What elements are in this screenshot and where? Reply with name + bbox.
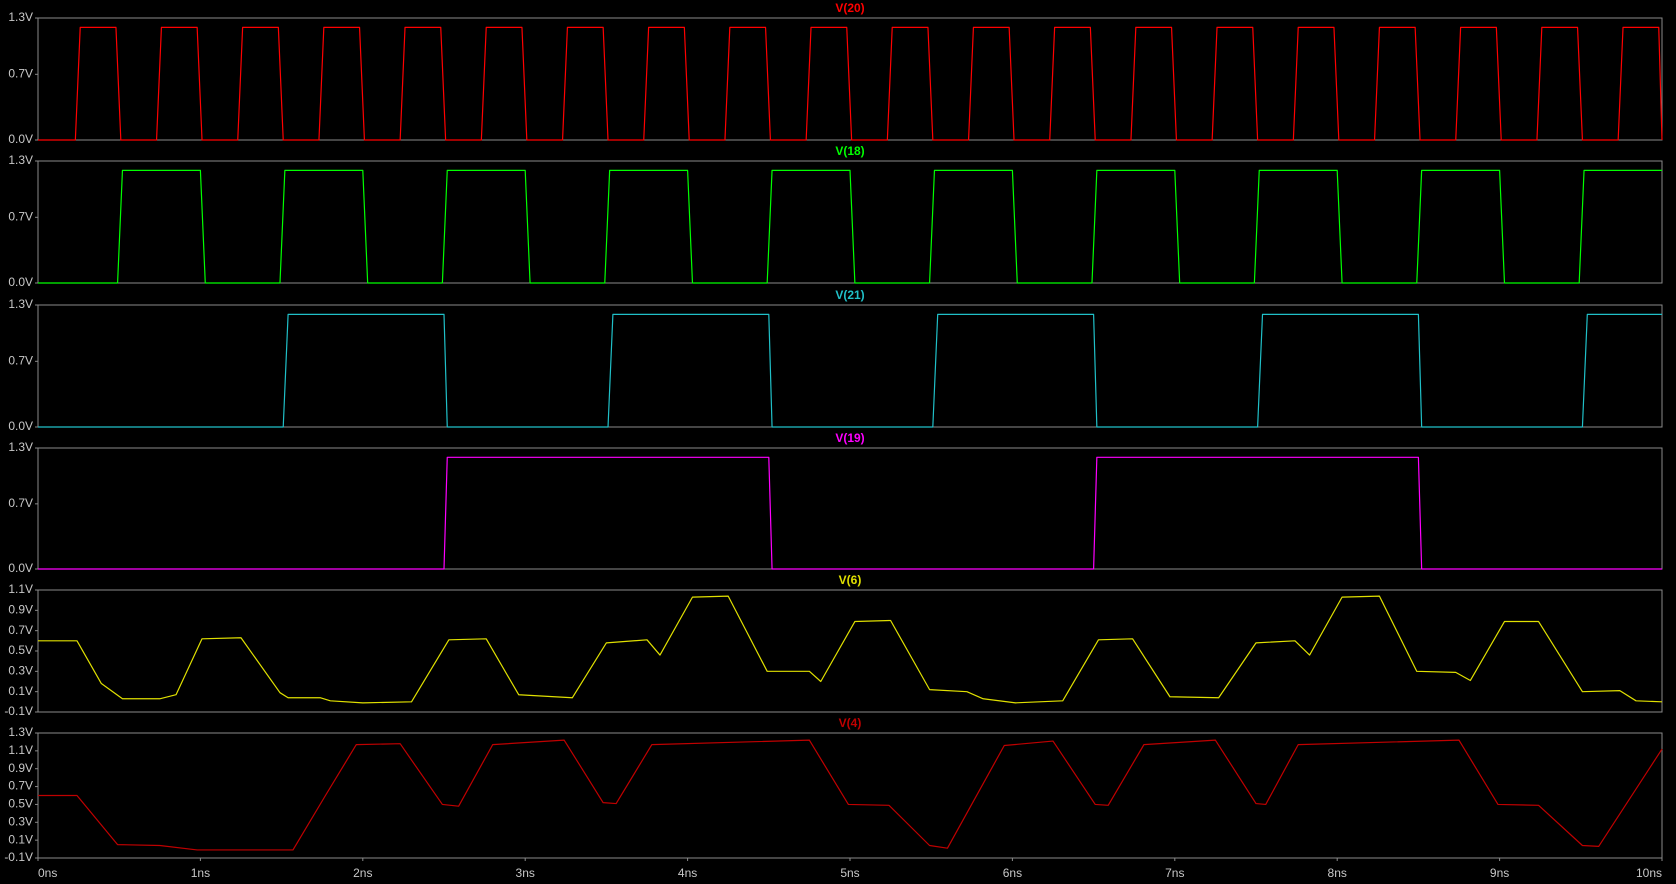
- trace-title: V(20): [835, 1, 864, 15]
- x-tick-label: 6ns: [1003, 866, 1022, 880]
- x-tick-label: 8ns: [1328, 866, 1347, 880]
- y-tick-label: 1.3V: [8, 440, 33, 454]
- y-tick-label: 0.7V: [8, 623, 33, 637]
- y-tick-label: -0.1V: [4, 850, 33, 864]
- trace: [38, 26, 1663, 141]
- plot-frame: [37, 17, 1663, 141]
- y-tick-label: 1.1V: [8, 743, 33, 757]
- trace: [38, 169, 1662, 284]
- y-tick-label: 0.7V: [8, 496, 33, 510]
- x-tick-label: 9ns: [1490, 866, 1509, 880]
- x-tick-label: 10ns: [1636, 866, 1662, 880]
- trace-title: V(18): [835, 144, 864, 158]
- y-tick-label: 0.9V: [8, 603, 33, 617]
- trace-title: V(19): [835, 431, 864, 445]
- trace-title: V(21): [835, 288, 864, 302]
- x-tick-label: 5ns: [840, 866, 859, 880]
- trace-title: V(6): [839, 573, 862, 587]
- y-tick-label: 0.0V: [8, 561, 33, 575]
- trace: [38, 456, 1662, 570]
- y-tick-label: 1.3V: [8, 725, 33, 739]
- trace-title: V(4): [839, 716, 862, 730]
- y-tick-label: 1.3V: [8, 297, 33, 311]
- y-tick-label: 0.3V: [8, 814, 33, 828]
- x-tick-label: 7ns: [1165, 866, 1184, 880]
- plot-frame: [37, 732, 1663, 859]
- x-tick-label: 1ns: [191, 866, 210, 880]
- y-tick-label: -0.1V: [4, 704, 33, 718]
- y-tick-label: 0.7V: [8, 66, 33, 80]
- y-tick-label: 0.0V: [8, 275, 33, 289]
- y-tick-label: 0.7V: [8, 209, 33, 223]
- x-tick-label: 2ns: [353, 866, 372, 880]
- x-tick-label: 0ns: [38, 866, 57, 880]
- trace: [38, 313, 1662, 428]
- y-tick-label: 0.3V: [8, 664, 33, 678]
- y-tick-label: 1.1V: [8, 582, 33, 596]
- y-tick-label: 0.7V: [8, 353, 33, 367]
- y-tick-label: 0.1V: [8, 684, 33, 698]
- y-tick-label: 1.3V: [8, 10, 33, 24]
- y-tick-label: 0.0V: [8, 132, 33, 146]
- y-tick-label: 0.5V: [8, 797, 33, 811]
- trace: [38, 739, 1663, 851]
- x-tick-label: 3ns: [516, 866, 535, 880]
- y-tick-label: 0.1V: [8, 832, 33, 846]
- x-tick-label: 4ns: [678, 866, 697, 880]
- y-tick-label: 0.9V: [8, 761, 33, 775]
- y-tick-label: 0.5V: [8, 643, 33, 657]
- y-tick-label: 0.7V: [8, 779, 33, 793]
- y-tick-label: 0.0V: [8, 419, 33, 433]
- trace: [38, 595, 1663, 704]
- plot-frame: [37, 160, 1663, 284]
- y-tick-label: 1.3V: [8, 153, 33, 167]
